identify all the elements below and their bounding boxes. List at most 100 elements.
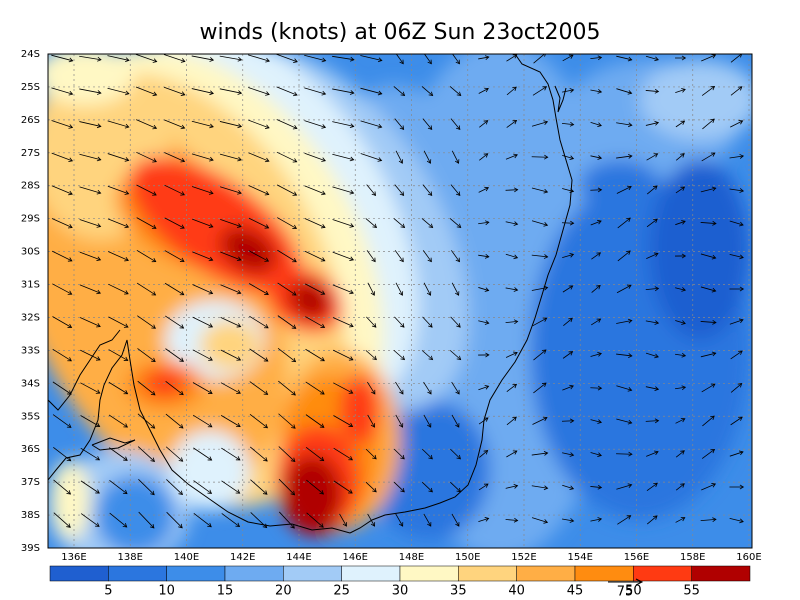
- wind-arrow: [51, 54, 74, 63]
- arrow-head: [427, 257, 432, 263]
- wind-arrow: [136, 184, 157, 196]
- wind-arrow: [52, 414, 72, 428]
- wind-arrow: [51, 87, 74, 96]
- arrow-shaft: [562, 285, 573, 293]
- arrow-shaft: [365, 218, 377, 228]
- wind-arrow: [531, 517, 549, 524]
- wind-arrow: [192, 382, 213, 394]
- arrow-shaft: [479, 450, 488, 458]
- arrow-shaft: [506, 120, 517, 128]
- arrow-shaft: [562, 54, 574, 62]
- arrow-shaft: [478, 254, 489, 258]
- lon-label: 142E: [230, 552, 255, 563]
- arrow-head: [738, 120, 744, 125]
- arrow-head: [456, 223, 462, 229]
- wind-arrow: [729, 253, 744, 260]
- arrow-head: [372, 223, 378, 229]
- arrow-head: [290, 457, 296, 463]
- arrow-shaft: [700, 286, 716, 292]
- arrow-shaft: [138, 479, 155, 495]
- arrow-head: [123, 390, 129, 395]
- arrow-head: [348, 389, 354, 394]
- wind-arrow: [590, 219, 602, 226]
- wind-arrow: [422, 184, 433, 197]
- wind-arrow: [365, 448, 377, 460]
- wind-arrow: [700, 319, 717, 325]
- arrow-head: [150, 390, 156, 396]
- wind-arrow: [531, 220, 549, 227]
- wind-arrow: [278, 413, 296, 429]
- wind-arrow: [562, 384, 574, 391]
- arrow-head: [484, 517, 490, 522]
- arrow-head: [371, 323, 377, 328]
- field-region: [50, 460, 90, 540]
- arrow-shaft: [393, 350, 405, 360]
- arrow-shaft: [136, 119, 157, 129]
- arrow-shaft: [562, 518, 574, 522]
- arrow-shaft: [193, 480, 212, 494]
- arrow-shaft: [108, 381, 128, 395]
- arrow-head: [569, 384, 574, 390]
- arrow-shaft: [563, 317, 573, 327]
- wind-arrow: [305, 447, 325, 462]
- arrow-head: [597, 55, 603, 61]
- wind-arrow: [590, 452, 602, 457]
- wind-arrow: [532, 317, 548, 327]
- arrow-shaft: [646, 451, 659, 457]
- arrow-head: [350, 56, 355, 62]
- field-region: [170, 430, 250, 510]
- wind-arrow: [450, 184, 461, 197]
- arrow-head: [738, 416, 743, 421]
- arrow-head: [710, 383, 716, 388]
- wind-arrow: [278, 478, 296, 496]
- arrow-head: [66, 523, 71, 528]
- wind-arrow: [53, 512, 71, 528]
- arrow-head: [597, 452, 602, 457]
- arrow-shaft: [137, 315, 156, 329]
- arrow-shaft: [306, 512, 324, 528]
- arrow-shaft: [449, 350, 461, 360]
- arrow-head: [68, 124, 74, 129]
- arrow-shaft: [451, 150, 459, 164]
- arrow-head: [513, 153, 518, 159]
- arrow-shaft: [80, 480, 100, 494]
- arrow-shaft: [192, 284, 213, 294]
- arrow-shaft: [533, 382, 547, 394]
- arrow-head: [627, 419, 633, 425]
- arrow-head: [711, 351, 717, 357]
- wind-arrow: [79, 317, 101, 328]
- wind-arrow: [220, 382, 241, 394]
- arrow-shaft: [305, 414, 325, 428]
- arrow-shaft: [52, 414, 72, 428]
- wind-arrow: [478, 517, 490, 523]
- arrow-shaft: [730, 350, 743, 360]
- wind-arrow: [451, 513, 460, 527]
- wind-arrow: [191, 120, 214, 129]
- arrow-shaft: [360, 153, 382, 161]
- arrow-shaft: [248, 185, 269, 195]
- wind-arrow: [333, 382, 354, 394]
- wind-arrow: [107, 153, 130, 162]
- arrow-head: [67, 290, 73, 295]
- arrow-shaft: [730, 86, 743, 96]
- arrow-head: [569, 220, 575, 226]
- arrow-head: [124, 223, 130, 229]
- wind-arrow: [248, 152, 270, 163]
- wind-vectors: [51, 54, 745, 529]
- arrow-shaft: [137, 413, 155, 429]
- lat-label: 29S: [21, 214, 40, 225]
- arrow-head: [456, 355, 462, 361]
- arrow-head: [710, 118, 715, 124]
- arrow-shaft: [590, 155, 602, 159]
- wind-arrow: [423, 381, 432, 395]
- wind-arrow: [729, 188, 745, 193]
- arrow-head: [149, 523, 155, 529]
- arrow-head: [568, 351, 574, 356]
- arrow-head: [400, 223, 406, 229]
- arrow-head: [597, 122, 602, 127]
- arrow-head: [653, 450, 659, 456]
- arrow-head: [292, 91, 298, 97]
- arrow-head: [320, 390, 325, 395]
- wind-arrow: [590, 55, 603, 61]
- wind-arrow: [53, 446, 72, 462]
